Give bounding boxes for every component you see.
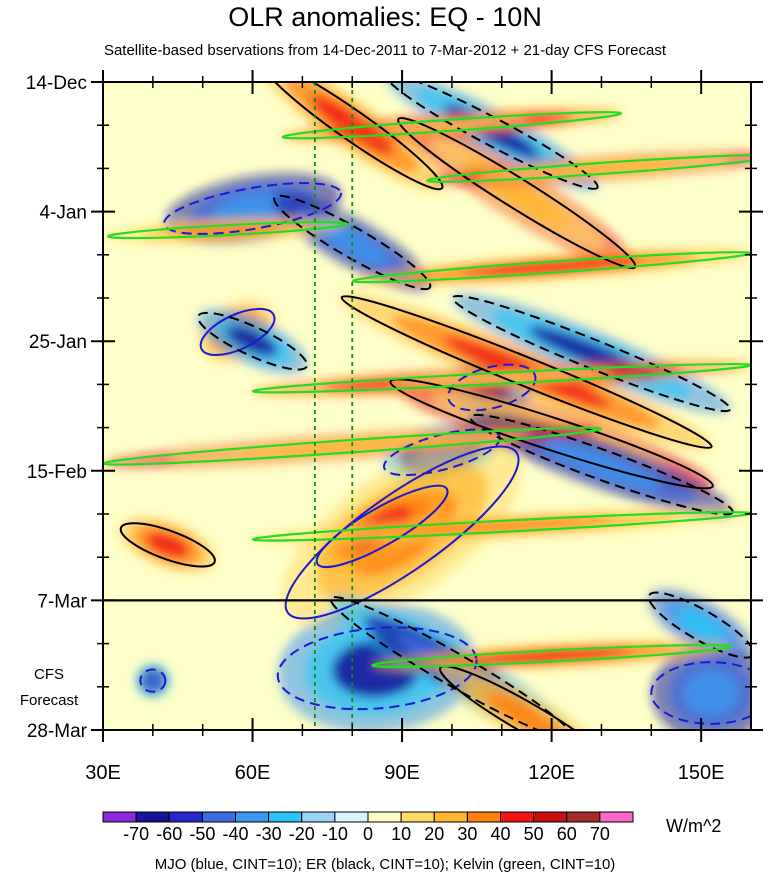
colorbar-swatch — [533, 811, 568, 823]
anomaly-shade — [240, 436, 465, 456]
olr-anomaly-field — [103, 82, 751, 730]
anomaly-shade — [389, 518, 614, 535]
colorbar-swatch — [102, 811, 137, 823]
y-tick-label: 7-Mar — [37, 591, 87, 612]
colorbar-swatch — [235, 811, 270, 823]
x-tick-label: 60E — [235, 762, 271, 784]
colorbar-swatch — [334, 811, 369, 823]
colorbar-swatch — [135, 811, 170, 823]
colorbar-swatch — [400, 811, 435, 823]
er-contour — [389, 378, 714, 490]
mjo-contour — [447, 363, 537, 412]
chart-subtitle: Satellite-based bservations from 14-Dec-… — [103, 42, 667, 59]
forecast-label-line2: Forecast — [19, 692, 79, 709]
reference-longitudes — [313, 82, 354, 730]
colorbar-swatch — [168, 811, 203, 823]
colorbar-units: W/m^2 — [666, 816, 722, 836]
x-tick-label: 120E — [528, 762, 575, 784]
kelvin-contour — [426, 153, 751, 183]
colorbar-label: -60 — [156, 824, 182, 844]
colorbar: -70 -60 -50 -40 -30 -20 -10 0 10 20 30 40 50 60 70 — [102, 811, 634, 844]
y-tick-label: 25-Jan — [29, 332, 87, 353]
colorbar-swatch — [433, 811, 468, 823]
colorbar-label: 30 — [457, 824, 477, 844]
colorbar-label: 0 — [363, 824, 373, 844]
kelvin-contour — [107, 221, 349, 240]
colorbar-label: 70 — [590, 824, 610, 844]
anomaly-shade — [146, 532, 190, 558]
colorbar-label: 50 — [524, 824, 544, 844]
colorbar-swatch — [301, 811, 336, 823]
er-contour — [451, 294, 732, 413]
mjo-contour — [383, 428, 501, 477]
y-tick-label: 14-Dec — [26, 73, 87, 94]
colorbar-swatch — [367, 811, 402, 823]
y-tick-label: 15-Feb — [27, 462, 87, 483]
colorbar-swatch — [466, 811, 501, 823]
anomaly-shade — [677, 608, 726, 642]
x-tick-label: 30E — [85, 762, 121, 784]
er-contour — [273, 194, 432, 291]
anomaly-shade — [470, 649, 633, 663]
colorbar-label: 60 — [557, 824, 577, 844]
colorbar-label: 10 — [391, 824, 411, 844]
colorbar-label: -50 — [189, 824, 215, 844]
anomaly-shade — [523, 160, 680, 177]
er-contour — [340, 295, 713, 449]
y-tick-label: 28-Mar — [27, 721, 88, 742]
er-contour — [384, 82, 599, 190]
kelvin-contour — [371, 643, 732, 668]
y-tick-label: 4-Jan — [39, 203, 87, 224]
mjo-contour — [650, 661, 751, 725]
contour-legend: MJO (blue, CINT=10); ER (black, CINT=10)… — [154, 856, 616, 873]
anomaly-shade — [144, 672, 161, 689]
er-contour — [196, 311, 309, 371]
colorbar-label: -10 — [322, 824, 348, 844]
colorbar-label: -30 — [256, 824, 282, 844]
mjo-contour — [139, 668, 167, 693]
er-contour — [439, 665, 615, 730]
plot-frame — [102, 81, 752, 731]
anomaly-shade — [684, 670, 739, 716]
kelvin-contour — [281, 111, 623, 140]
colorbar-label: -40 — [222, 824, 248, 844]
colorbar-swatch — [268, 811, 303, 823]
colorbar-label: -70 — [123, 824, 149, 844]
anomaly-shade — [212, 192, 293, 225]
forecast-label-line1: CFS — [34, 666, 64, 683]
anomaly-shade — [542, 440, 661, 489]
colorbar-label: 20 — [424, 824, 444, 844]
chart-title: OLR anomalies: EQ - 10N — [228, 2, 542, 32]
plot-axes: 14-Dec 4-Jan 25-Jan 15-Feb 7-Mar 28-Mar 30E 60E… — [26, 70, 763, 784]
colorbar-swatch — [599, 811, 634, 823]
anomaly-shade — [462, 258, 642, 276]
colorbar-label: -20 — [289, 824, 315, 844]
er-contour — [119, 522, 216, 568]
colorbar-swatch — [201, 811, 236, 823]
mjo-contour — [276, 626, 478, 711]
mjo-contour — [315, 484, 449, 569]
x-tick-label: 150E — [678, 762, 725, 784]
colorbar-label: 40 — [490, 824, 510, 844]
x-tick-label: 90E — [384, 762, 420, 784]
anomaly-shade — [227, 326, 278, 356]
colorbar-swatch — [566, 811, 601, 823]
colorbar-swatch — [500, 811, 535, 823]
mjo-contour — [284, 445, 520, 620]
